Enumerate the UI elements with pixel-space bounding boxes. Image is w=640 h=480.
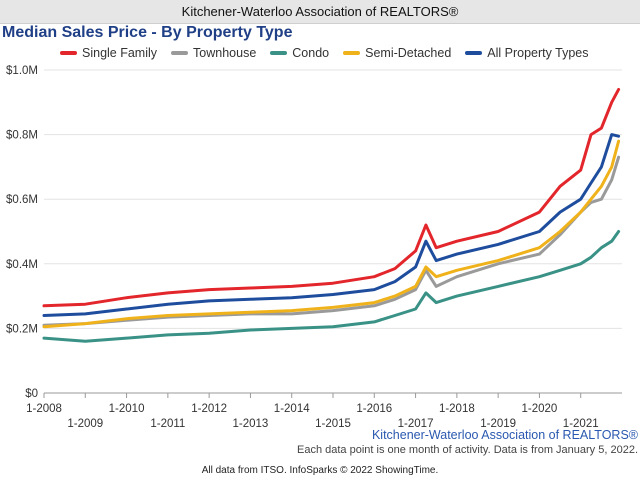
series-line-semi-detached [42,139,621,329]
legend-label: Condo [292,46,330,60]
legend-item: Condo [270,46,329,60]
legend-swatch [60,51,77,55]
series-line-condo [42,230,621,343]
legend-swatch [270,51,288,55]
header-title: Kitchener-Waterloo Association of REALTO… [181,4,459,19]
legend-item: Semi-Detached [343,46,451,60]
series-line-single-family [42,87,621,308]
legend-swatch [171,51,189,55]
legend-swatch [343,51,361,55]
series-line-all-property-types [42,133,621,317]
x-tick-label: 1-2018 [439,403,475,415]
x-tick-label: 1-2020 [522,403,558,415]
credit-text: All data from ITSO. InfoSparks © 2022 Sh… [201,465,439,476]
y-tick-label: $0.6M [6,194,38,206]
y-tick-label: $0.8M [6,130,38,142]
x-tick-label: 1-2015 [315,418,351,430]
watermark-text: Kitchener-Waterloo Association of REALTO… [371,428,638,442]
x-tick-label: 1-2021 [563,418,599,430]
chart-title: Median Sales Price - By Property Type [2,24,293,41]
x-tick-label: 1-2014 [274,403,310,415]
y-tick-label: $1.0M [6,65,38,77]
series-line-townhouse [42,155,621,327]
legend-item: Townhouse [171,46,256,60]
x-tick-label: 1-2017 [398,418,434,430]
y-tick-label: $0 [25,388,38,400]
x-tick-label: 1-2011 [150,418,185,430]
x-tick-label: 1-2010 [109,403,145,415]
legend-swatch [465,51,483,55]
x-tick-label: 1-2016 [356,403,392,415]
x-tick-label: 1-2008 [26,403,62,415]
x-tick-label: 1-2019 [480,418,516,430]
x-tick-label: 1-2013 [233,418,269,430]
legend-item: Single Family [60,46,157,60]
footnote-text: Each data point is one month of activity… [297,444,638,456]
x-tick-label: 1-2012 [191,403,227,415]
chart-legend: Single Family Townhouse Condo Semi-Detached… [60,46,602,60]
y-tick-label: $0.2M [6,323,38,335]
legend-label: Single Family [82,46,158,60]
y-tick-label: $0.4M [6,259,38,271]
header-bar: Kitchener-Waterloo Association of REALTO… [0,0,640,24]
legend-item: All Property Types [465,46,588,60]
legend-label: All Property Types [487,46,589,60]
x-tick-label: 1-2009 [67,418,103,430]
legend-label: Townhouse [193,46,257,60]
legend-label: Semi-Detached [365,46,452,60]
